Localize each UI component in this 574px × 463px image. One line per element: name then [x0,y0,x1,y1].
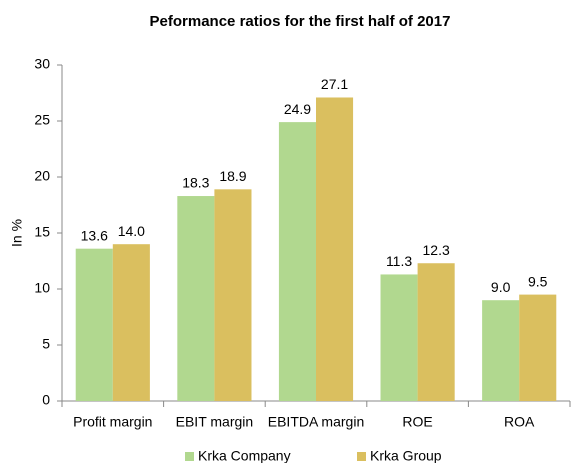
y-tick-label: 15 [34,224,50,240]
bar [417,263,455,401]
legend-label: Krka Company [198,448,291,463]
y-tick-label: 20 [34,168,50,184]
legend-swatch [185,452,194,461]
x-tick-label: EBITDA margin [268,414,364,430]
bar [75,248,113,401]
data-label: 9.0 [491,279,511,295]
bar [519,294,557,401]
data-label: 12.3 [423,242,450,258]
y-tick-label: 0 [42,392,50,408]
data-label: 24.9 [284,101,311,117]
data-label: 14.0 [118,223,145,239]
y-tick-label: 25 [34,112,50,128]
y-tick-label: 10 [34,280,50,296]
data-label: 11.3 [386,253,412,269]
y-tick-label: 5 [42,336,50,352]
legend-swatch [357,452,366,461]
bar [482,300,520,401]
x-tick-label: Profit margin [73,414,152,430]
bar [214,189,252,401]
data-label: 18.9 [219,168,246,184]
x-tick-label: EBIT margin [176,414,254,430]
chart-title: Peformance ratios for the first half of … [150,13,451,30]
y-axis-label: In % [9,219,25,247]
data-label: 13.6 [81,227,108,243]
bar [316,97,354,401]
data-label: 27.1 [321,76,348,92]
bar [380,274,418,401]
bar [112,244,150,401]
legend-label: Krka Group [370,448,442,463]
y-tick-label: 30 [34,56,50,72]
bar [278,122,316,402]
x-tick-label: ROA [504,414,535,430]
data-label: 9.5 [528,273,548,289]
x-tick-label: ROE [402,414,432,430]
bar [177,196,215,401]
data-label: 18.3 [182,175,209,191]
